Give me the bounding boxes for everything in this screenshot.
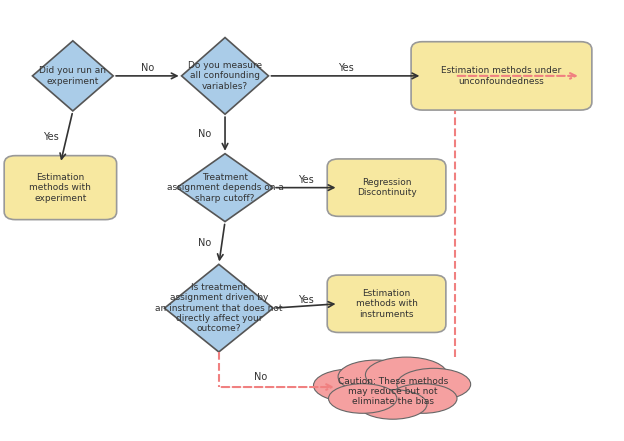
Ellipse shape bbox=[328, 384, 397, 413]
FancyBboxPatch shape bbox=[327, 275, 446, 333]
Polygon shape bbox=[182, 37, 268, 114]
Ellipse shape bbox=[389, 384, 457, 413]
FancyBboxPatch shape bbox=[411, 42, 592, 110]
FancyBboxPatch shape bbox=[4, 156, 117, 220]
Ellipse shape bbox=[366, 357, 447, 392]
Polygon shape bbox=[177, 153, 273, 221]
Text: Treatment
assignment depends on a
sharp cutoff?: Treatment assignment depends on a sharp … bbox=[167, 173, 283, 202]
Text: No: No bbox=[198, 238, 212, 248]
Text: Do you measure
all confounding
variables?: Do you measure all confounding variables… bbox=[188, 61, 262, 91]
Text: Yes: Yes bbox=[298, 295, 314, 305]
Text: Estimation methods under
unconfoundedness: Estimation methods under unconfoundednes… bbox=[441, 66, 562, 86]
Text: Yes: Yes bbox=[44, 132, 59, 142]
Text: Caution: These methods
may reduce but not
eliminate the bias: Caution: These methods may reduce but no… bbox=[338, 377, 448, 406]
Text: Estimation
methods with
experiment: Estimation methods with experiment bbox=[29, 173, 91, 202]
Ellipse shape bbox=[397, 368, 470, 400]
Text: Is treatment
assignment driven by
an instrument that does not
directly affect yo: Is treatment assignment driven by an ins… bbox=[155, 283, 283, 333]
Text: Yes: Yes bbox=[298, 175, 314, 185]
Text: Did you run an
experiment: Did you run an experiment bbox=[39, 66, 106, 86]
FancyBboxPatch shape bbox=[327, 159, 446, 217]
Text: Estimation
methods with
instruments: Estimation methods with instruments bbox=[356, 289, 417, 319]
Ellipse shape bbox=[313, 369, 390, 402]
Ellipse shape bbox=[359, 390, 427, 419]
Text: No: No bbox=[253, 372, 266, 382]
Polygon shape bbox=[165, 264, 273, 352]
Text: No: No bbox=[141, 63, 154, 73]
Text: Regression
Discontinuity: Regression Discontinuity bbox=[357, 178, 416, 197]
Ellipse shape bbox=[338, 360, 414, 393]
Polygon shape bbox=[32, 41, 113, 111]
Text: No: No bbox=[198, 129, 212, 139]
Text: Yes: Yes bbox=[338, 63, 353, 73]
